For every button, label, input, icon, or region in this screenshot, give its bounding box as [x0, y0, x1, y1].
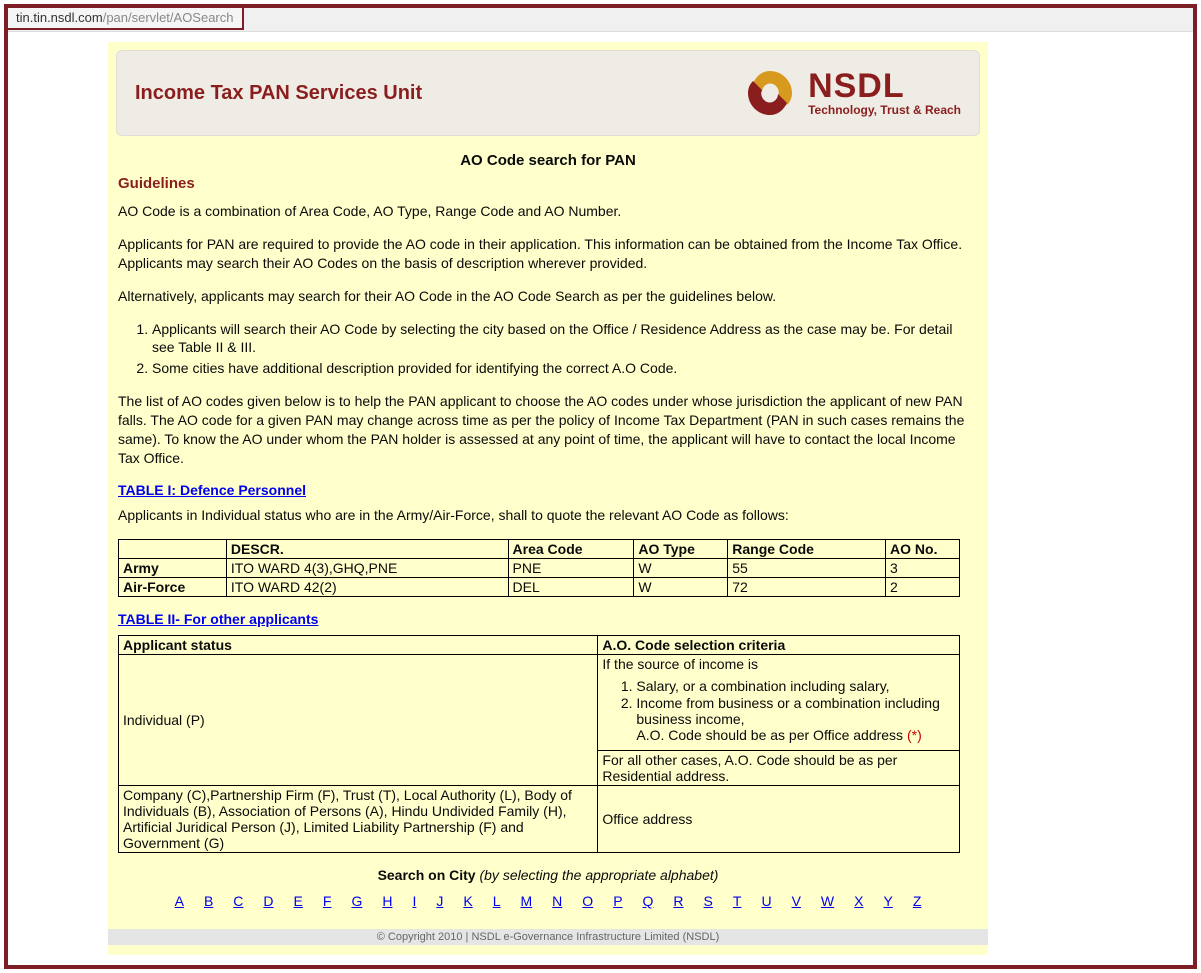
table-cell: 3 — [886, 558, 960, 577]
list-item: Applicants will search their AO Code by … — [152, 320, 978, 358]
search-on-city-label: Search on City (by selecting the appropr… — [118, 867, 978, 883]
table-cell: Air-Force — [119, 577, 227, 596]
content-heading: AO Code search for PAN — [118, 152, 978, 169]
asterisk-note: (*) — [907, 727, 922, 743]
table-header — [119, 539, 227, 558]
alpha-link-p[interactable]: P — [613, 893, 622, 909]
table-cell: 2 — [886, 577, 960, 596]
cell-lead: If the source of income is — [602, 656, 758, 672]
table-cell: Individual (P) — [119, 654, 598, 785]
logo-text: NSDL — [808, 69, 961, 103]
search-label-bold: Search on City — [378, 867, 480, 883]
alpha-link-d[interactable]: D — [263, 893, 273, 909]
page-title: Income Tax PAN Services Unit — [135, 82, 422, 105]
table-cell: W — [634, 577, 728, 596]
table-cell: ITO WARD 42(2) — [226, 577, 508, 596]
table-header: Area Code — [508, 539, 634, 558]
table-header: A.O. Code selection criteria — [598, 635, 960, 654]
alpha-link-j[interactable]: J — [436, 893, 443, 909]
table-cell: If the source of income is Salary, or a … — [598, 654, 960, 750]
footer-copyright: © Copyright 2010 | NSDL e-Governance Inf… — [108, 929, 988, 945]
table-header: Applicant status — [119, 635, 598, 654]
table-row: Air-Force ITO WARD 42(2) DEL W 72 2 — [119, 577, 960, 596]
paragraph: AO Code is a combination of Area Code, A… — [118, 202, 978, 221]
alpha-link-h[interactable]: H — [382, 893, 392, 909]
alpha-link-x[interactable]: X — [854, 893, 863, 909]
alpha-link-n[interactable]: N — [552, 893, 562, 909]
alpha-link-z[interactable]: Z — [913, 893, 922, 909]
table-row: Applicant status A.O. Code selection cri… — [119, 635, 960, 654]
url-path: /pan/servlet/AOSearch — [103, 10, 234, 25]
page-container: Income Tax PAN Services Unit NSDL Techno… — [108, 42, 988, 955]
paragraph: The list of AO codes given below is to h… — [118, 392, 978, 468]
logo-text-block: NSDL Technology, Trust & Reach — [808, 69, 961, 117]
table1-intro: Applicants in Individual status who are … — [118, 506, 978, 525]
nsdl-logo-block: NSDL Technology, Trust & Reach — [742, 65, 961, 121]
list-item: Some cities have additional description … — [152, 359, 978, 378]
alpha-link-v[interactable]: V — [792, 893, 801, 909]
nsdl-logo-icon — [742, 65, 798, 121]
table1-defence: DESCR. Area Code AO Type Range Code AO N… — [118, 539, 960, 597]
table-cell: DEL — [508, 577, 634, 596]
table-header: DESCR. — [226, 539, 508, 558]
alpha-link-i[interactable]: I — [412, 893, 416, 909]
page-frame: tin.tin.nsdl.com/pan/servlet/AOSearch In… — [4, 4, 1197, 969]
alpha-link-l[interactable]: L — [493, 893, 501, 909]
table-row: Army ITO WARD 4(3),GHQ,PNE PNE W 55 3 — [119, 558, 960, 577]
table-cell: 72 — [728, 577, 886, 596]
table-header: Range Code — [728, 539, 886, 558]
table2-link[interactable]: TABLE II- For other applicants — [118, 611, 318, 627]
table-cell: 55 — [728, 558, 886, 577]
table-row: Individual (P) If the source of income i… — [119, 654, 960, 750]
table-header: AO Type — [634, 539, 728, 558]
alpha-link-r[interactable]: R — [673, 893, 683, 909]
alpha-link-b[interactable]: B — [204, 893, 213, 909]
table1-link[interactable]: TABLE I: Defence Personnel — [118, 482, 306, 498]
guidelines-list: Applicants will search their AO Code by … — [152, 320, 978, 379]
alpha-link-g[interactable]: G — [351, 893, 362, 909]
alpha-link-c[interactable]: C — [233, 893, 243, 909]
criteria-list: Salary, or a combination including salar… — [636, 678, 955, 743]
alpha-link-s[interactable]: S — [704, 893, 713, 909]
alphabet-row: A B C D E F G H I J K L M N O P Q R S T U V W X Y Z — [118, 893, 978, 919]
table-cell: Army — [119, 558, 227, 577]
alpha-link-q[interactable]: Q — [643, 893, 654, 909]
table-row: Company (C),Partnership Firm (F), Trust … — [119, 785, 960, 852]
alpha-link-e[interactable]: E — [294, 893, 303, 909]
alpha-link-f[interactable]: F — [323, 893, 332, 909]
alpha-link-w[interactable]: W — [821, 893, 834, 909]
url-bar: tin.tin.nsdl.com/pan/servlet/AOSearch — [8, 8, 244, 30]
table-cell: W — [634, 558, 728, 577]
alpha-link-y[interactable]: Y — [883, 893, 892, 909]
alpha-link-k[interactable]: K — [463, 893, 472, 909]
table-row: DESCR. Area Code AO Type Range Code AO N… — [119, 539, 960, 558]
table-cell: Company (C),Partnership Firm (F), Trust … — [119, 785, 598, 852]
table-cell: Office address — [598, 785, 960, 852]
url-host: tin.tin.nsdl.com — [16, 10, 103, 25]
table-cell: PNE — [508, 558, 634, 577]
list-item: Income from business or a combination in… — [636, 695, 955, 743]
alpha-link-t[interactable]: T — [733, 893, 742, 909]
table-cell: ITO WARD 4(3),GHQ,PNE — [226, 558, 508, 577]
paragraph: Applicants for PAN are required to provi… — [118, 235, 978, 273]
alpha-link-m[interactable]: M — [521, 893, 533, 909]
alpha-link-a[interactable]: A — [175, 893, 184, 909]
logo-tagline: Technology, Trust & Reach — [808, 103, 961, 117]
guidelines-label: Guidelines — [118, 175, 978, 192]
header-bar: Income Tax PAN Services Unit NSDL Techno… — [116, 50, 980, 136]
table-cell: For all other cases, A.O. Code should be… — [598, 750, 960, 785]
alpha-link-u[interactable]: U — [761, 893, 771, 909]
table-header: AO No. — [886, 539, 960, 558]
list-item: Salary, or a combination including salar… — [636, 678, 955, 694]
alpha-link-o[interactable]: O — [582, 893, 593, 909]
paragraph: Alternatively, applicants may search for… — [118, 287, 978, 306]
table2-other-applicants: Applicant status A.O. Code selection cri… — [118, 635, 960, 853]
search-label-italic: (by selecting the appropriate alphabet) — [479, 867, 718, 883]
content-area: AO Code search for PAN Guidelines AO Cod… — [108, 152, 988, 929]
